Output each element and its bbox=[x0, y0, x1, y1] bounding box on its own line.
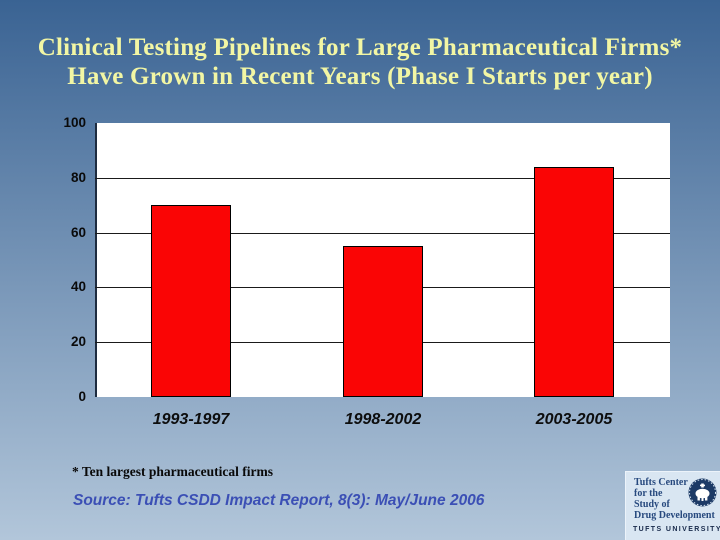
y-tick-label: 0 bbox=[78, 389, 86, 404]
slide-title-line-1: Clinical Testing Pipelines for Large Pha… bbox=[37, 34, 683, 61]
tufts-logo-text-line: Study of bbox=[634, 499, 670, 510]
footnote: * Ten largest pharmaceutical firms bbox=[72, 464, 273, 479]
x-tick-label: 1993-1997 bbox=[152, 411, 230, 428]
bar-2003-2005 bbox=[534, 167, 614, 397]
y-tick-label: 20 bbox=[70, 334, 86, 349]
slide-title: Clinical Testing Pipelines for Large Pha… bbox=[0, 33, 720, 91]
y-axis-line bbox=[95, 123, 97, 397]
tufts-logo-text: Tufts Center for the Study of Drug Developm… bbox=[634, 477, 715, 521]
source-citation: Source: Tufts CSDD Impact Report, 8(3): … bbox=[73, 492, 485, 509]
y-tick-label: 100 bbox=[63, 115, 86, 130]
tufts-logo-text-line: for the bbox=[634, 488, 663, 499]
bar-1993-1997 bbox=[151, 205, 231, 397]
tufts-university-label: TUFTS UNIVERSITY bbox=[633, 526, 720, 533]
bar-1998-2002 bbox=[343, 246, 423, 397]
gridline bbox=[95, 233, 670, 234]
y-tick-label: 80 bbox=[70, 170, 86, 185]
slide-title-line-2: Have Grown in Recent Years (Phase I Star… bbox=[67, 63, 653, 90]
chart-plot-area bbox=[95, 123, 670, 397]
x-tick-label: 2003-2005 bbox=[535, 411, 613, 428]
y-tick-label: 40 bbox=[70, 279, 86, 294]
y-tick-label: 60 bbox=[70, 225, 86, 240]
tufts-seal-icon bbox=[688, 478, 717, 507]
tufts-logo-text-line: Tufts Center bbox=[634, 477, 688, 488]
tufts-logo: Tufts Center for the Study of Drug Developm… bbox=[625, 471, 720, 540]
gridline bbox=[95, 178, 670, 179]
x-tick-label: 1998-2002 bbox=[344, 411, 422, 428]
tufts-logo-text-line: Drug Development bbox=[634, 510, 715, 521]
